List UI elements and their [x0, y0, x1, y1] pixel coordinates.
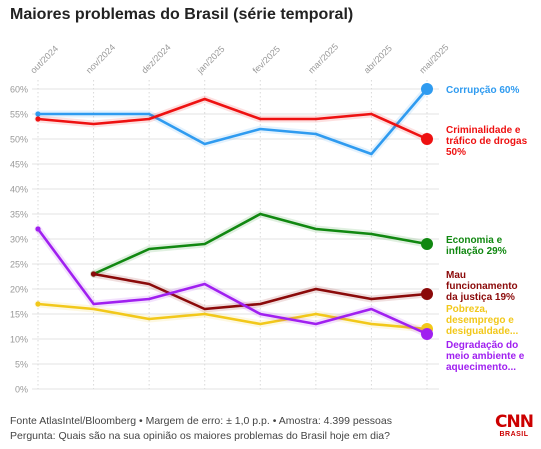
y-tick-label: 45% [10, 160, 28, 170]
cnn-brasil-logo: CNN BRASIL [494, 412, 534, 442]
series-end-point [421, 238, 433, 250]
x-tick-label: mai/2025 [417, 42, 450, 75]
series-line [36, 97, 429, 141]
y-tick-label: 25% [10, 260, 28, 270]
series-end-labels: Corrupção 60% Criminalidade e tráfico de d… [446, 85, 528, 373]
series-end-label: Corrupção 60% [446, 85, 519, 96]
x-axis-ticks: out/2024 nov/2024 dez/2024 jan/2025 fev/2025… [28, 41, 450, 76]
series-line [92, 272, 429, 311]
y-tick-label: 5% [15, 360, 28, 370]
series-line [92, 212, 429, 276]
logo-sub: BRASIL [499, 431, 529, 438]
x-tick-label: nov/2024 [84, 42, 117, 75]
series-end-point [421, 328, 433, 340]
series-start-point [35, 111, 41, 117]
x-tick-label: out/2024 [28, 44, 60, 76]
series-end-label: Pobreza, desemprego e desigualdade... [446, 304, 518, 337]
y-tick-label: 30% [10, 235, 28, 245]
series-end-point [421, 83, 433, 95]
series-line [36, 302, 429, 331]
logo-brand: CNN [495, 412, 534, 432]
series-end-label: Economia e inflação 29% [446, 235, 507, 257]
y-tick-label: 20% [10, 285, 28, 295]
chart-title: Maiores problemas do Brasil (série tempo… [10, 6, 354, 23]
y-tick-label: 10% [10, 335, 28, 345]
series-end-label: Degradação do meio ambiente e aquecimento.… [446, 340, 525, 373]
x-tick-label: mar/2025 [306, 41, 340, 75]
y-axis-ticks: 0% 5% 10% 15% 20% 25% 30% 35% 40% 45% 50% 55% 60% [10, 85, 28, 395]
y-tick-label: 55% [10, 110, 28, 120]
x-tick-label: fev/2025 [251, 44, 282, 75]
series-end-label: Mau funcionamento da justiça 19% [446, 270, 518, 303]
y-tick-label: 15% [10, 310, 28, 320]
x-tick-label: abr/2025 [362, 43, 394, 75]
y-tick-label: 35% [10, 210, 28, 220]
series-start-point [35, 301, 41, 307]
series-end-label: Criminalidade e tráfico de drogas 50% [446, 125, 528, 158]
series-line [36, 227, 429, 336]
y-tick-label: 0% [15, 385, 28, 395]
series-start-point [35, 226, 41, 232]
series-end-point [421, 288, 433, 300]
series-start-point [90, 271, 97, 277]
series-lines [34, 83, 433, 340]
series-line [36, 87, 429, 156]
x-tick-label: dez/2024 [139, 42, 172, 75]
series-end-point [421, 133, 433, 145]
y-tick-label: 60% [10, 85, 28, 95]
x-tick-label: jan/2025 [194, 44, 226, 76]
line-chart: 0% 5% 10% 15% 20% 25% 30% 35% 40% 45% 50% 55% 60% ou… [10, 41, 528, 395]
y-tick-label: 40% [10, 185, 28, 195]
source-note: Fonte AtlasIntel/Bloomberg • Margem de e… [10, 415, 392, 427]
series-start-point [35, 116, 41, 122]
question-note: Pergunta: Quais são na sua opinião os ma… [10, 430, 390, 442]
y-tick-label: 50% [10, 135, 28, 145]
